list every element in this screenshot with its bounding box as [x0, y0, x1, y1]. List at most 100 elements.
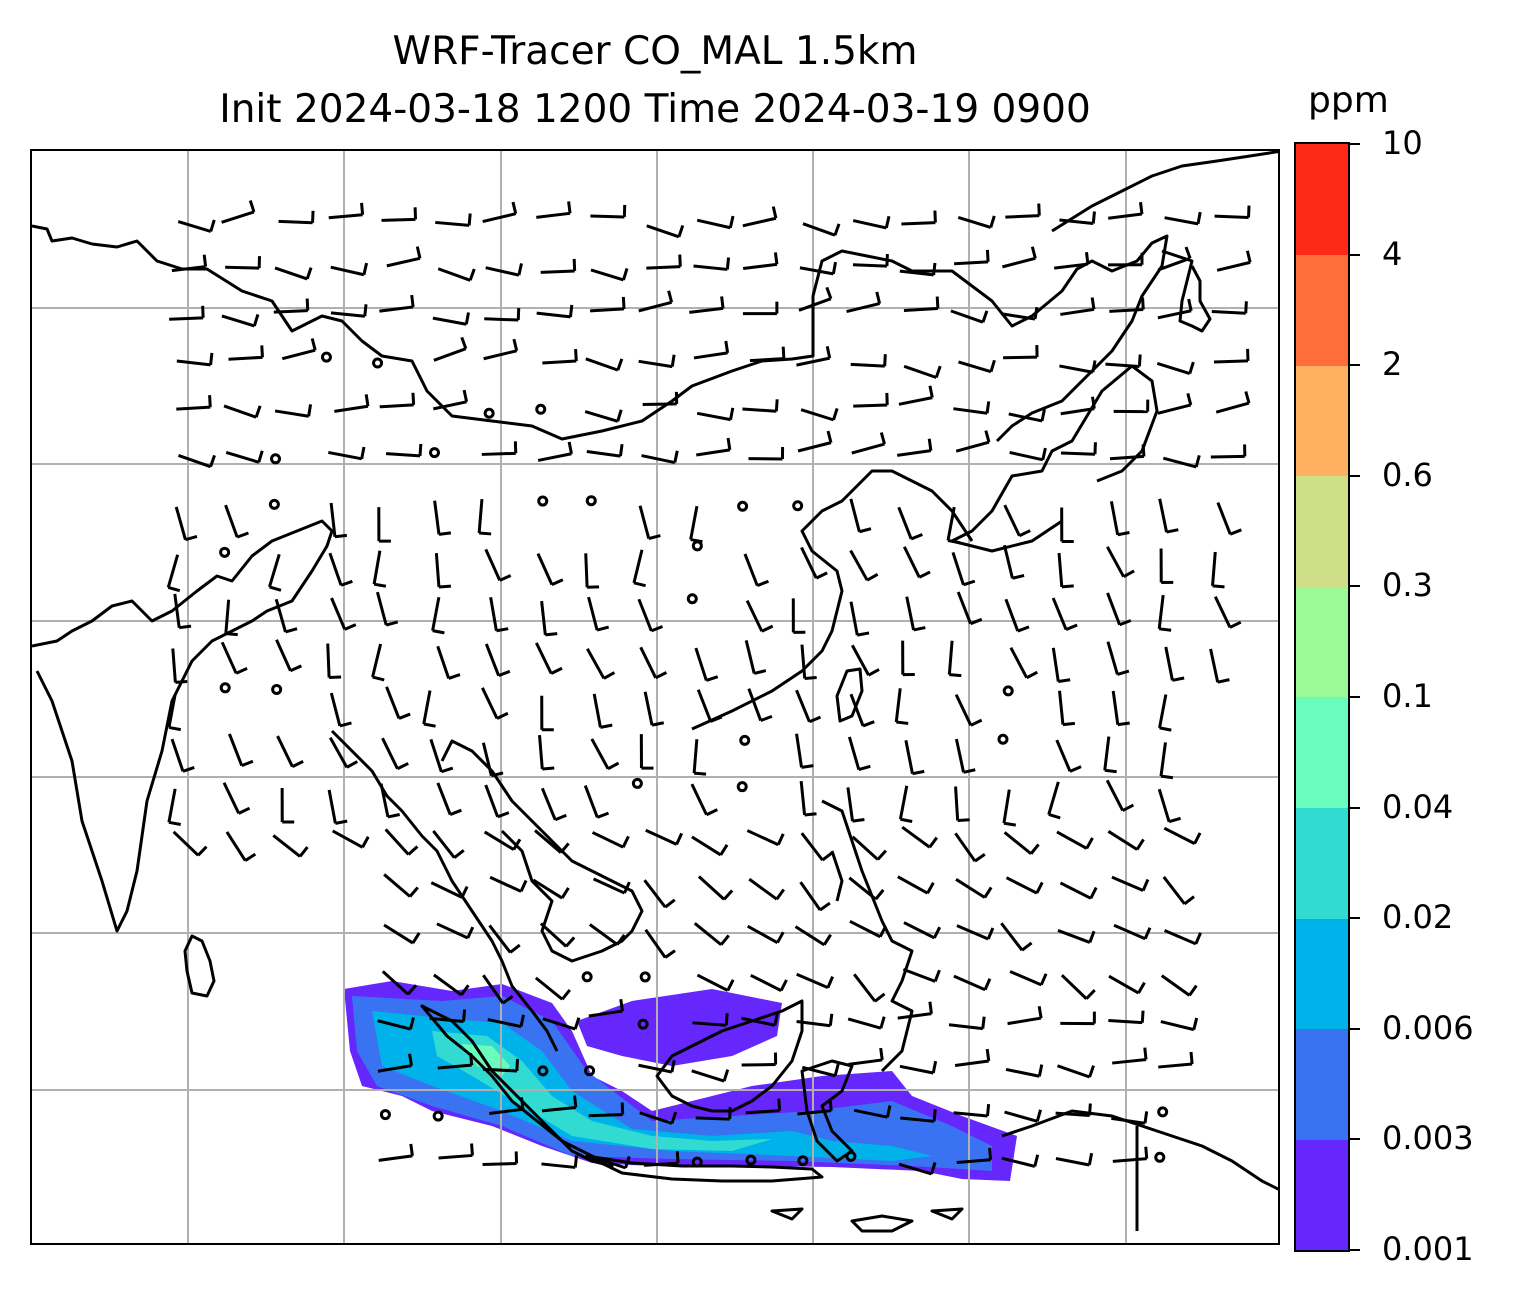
wind-barb-shaft: [435, 220, 470, 227]
wind-barb-flag: [335, 819, 348, 825]
wind-barb-flag: [1187, 298, 1193, 312]
wind-barb-flag: [970, 718, 983, 727]
colorbar-tick: [1348, 585, 1360, 588]
wind-barb-shaft: [1059, 881, 1092, 900]
calm-wind-circle: [1002, 685, 1014, 697]
coast-taiwan: [835, 667, 864, 723]
colorbar-unit: ppm: [1308, 80, 1389, 121]
wind-barb-shaft: [592, 1155, 627, 1170]
wind-barb-shaft: [850, 644, 870, 676]
wind-barb-flag: [801, 764, 814, 769]
wind-barb-flag: [858, 764, 871, 772]
wind-barb-flag: [710, 715, 723, 723]
wind-barb-shaft: [1051, 647, 1060, 682]
wind-barb-flag: [616, 933, 626, 946]
wind-barb-shaft: [540, 787, 557, 821]
wind-barb-shaft: [1216, 501, 1232, 535]
calm-wind-circle: [745, 1154, 757, 1166]
wind-barb-shaft: [386, 256, 421, 268]
calm-wind-circle: [691, 1156, 703, 1168]
wind-barb-flag: [931, 1060, 938, 1074]
wind-barb-shaft: [1109, 307, 1144, 313]
wind-barb-flag: [983, 978, 992, 991]
wind-barb-shaft: [1109, 501, 1120, 536]
wind-barb-shaft: [799, 881, 822, 911]
wind-barb-shaft: [800, 408, 834, 422]
wind-barb-shaft: [326, 643, 331, 678]
calm-wind-circle: [736, 781, 748, 793]
wind-barb-shaft: [1059, 364, 1094, 374]
wind-barb-shaft: [1108, 974, 1140, 995]
wind-barb-flag: [621, 296, 626, 309]
wind-barb-shaft: [330, 597, 347, 630]
coast-java: [585, 1154, 824, 1183]
wind-barb-flag: [1012, 573, 1025, 580]
wind-barb-shaft: [848, 1058, 883, 1066]
wind-barb-flag: [988, 1147, 993, 1160]
wind-barb-flag: [209, 219, 216, 232]
calm-wind-circle: [792, 500, 804, 512]
wind-barb-shaft: [744, 640, 756, 674]
wind-barb-flag: [1160, 774, 1174, 780]
coast-china-south: [691, 469, 974, 731]
wind-barb-shaft: [853, 973, 877, 1003]
wind-barb-shaft: [902, 967, 936, 983]
wind-barb-flag: [1065, 623, 1078, 631]
wind-barb-shaft: [484, 784, 500, 818]
wind-barb-shaft: [693, 922, 723, 946]
wind-barb-flag: [509, 943, 521, 954]
wind-barb-flag: [438, 584, 452, 589]
wind-barb-flag: [238, 806, 251, 815]
wind-barb-shaft: [643, 879, 667, 909]
wind-barb-flag: [986, 927, 995, 940]
wind-barb-flag: [1117, 531, 1130, 537]
wind-barb-shaft: [846, 787, 855, 822]
wind-barb-shaft: [846, 302, 880, 313]
wind-barb-shaft: [958, 360, 992, 374]
wind-barb-shaft: [377, 1064, 412, 1073]
wind-barb-shaft: [1157, 788, 1171, 823]
wind-barb-flag: [831, 261, 838, 275]
wind-barb-shaft: [1160, 974, 1191, 997]
wind-barb-flag: [360, 446, 366, 460]
wind-barb-shaft: [433, 500, 441, 535]
wind-barb-flag: [648, 534, 661, 541]
colorbar-tick: [1348, 806, 1360, 809]
coast-philippines: [821, 799, 914, 1073]
wind-barb-flag: [551, 578, 564, 587]
wind-barb-flag: [438, 531, 452, 536]
wind-barb-shaft: [167, 693, 177, 728]
wind-barb-flag: [409, 1143, 414, 1157]
wind-barb-shaft: [903, 364, 937, 379]
wind-barb-shaft: [489, 1107, 524, 1116]
wind-barb-shaft: [586, 449, 621, 458]
wind-barb-shaft: [1162, 456, 1197, 469]
wind-barb-flag: [822, 933, 832, 946]
wind-barb-shaft: [1005, 1067, 1040, 1078]
wind-barb-shaft: [329, 692, 342, 727]
wind-barb-flag: [1141, 444, 1146, 457]
wind-barb-shaft: [1004, 598, 1020, 632]
wind-barb-flag: [600, 723, 613, 729]
wind-barb-flag: [623, 881, 631, 894]
wind-barb-shaft: [1055, 1111, 1090, 1117]
wind-barb-flag: [466, 926, 475, 939]
wind-barb-flag: [236, 531, 249, 539]
wind-barb-shaft: [849, 919, 881, 939]
wind-barb-flag: [947, 539, 961, 545]
wind-barb-flag: [633, 581, 646, 588]
wind-barb-flag: [934, 365, 942, 378]
wind-barb-flag: [928, 836, 938, 849]
wind-barb-shaft: [1157, 256, 1191, 272]
wind-barb-shaft: [378, 1154, 413, 1162]
wind-barb-flag: [1217, 678, 1230, 684]
wind-barb-shaft: [954, 260, 989, 266]
wind-barb-shaft: [487, 1018, 522, 1029]
wind-barb-flag: [305, 267, 313, 280]
wind-barb-flag: [722, 889, 734, 901]
colorbar-tick: [1348, 364, 1360, 367]
wind-barb-flag: [726, 979, 735, 992]
wind-barb-flag: [568, 304, 574, 318]
wind-barb-flag: [867, 668, 880, 677]
wind-barb-flag: [406, 984, 418, 996]
